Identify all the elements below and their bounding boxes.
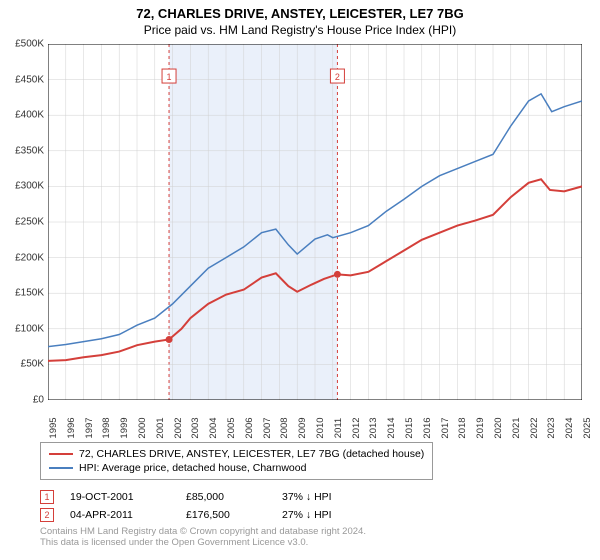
sale-price-1: £85,000 xyxy=(186,491,266,503)
x-tick-label: 2023 xyxy=(546,417,557,438)
x-tick-label: 2016 xyxy=(422,417,433,438)
x-tick-label: 2003 xyxy=(190,417,201,438)
x-tick-label: 2009 xyxy=(297,417,308,438)
sale-date-2: 04-APR-2011 xyxy=(70,509,170,521)
footnote: Contains HM Land Registry data © Crown c… xyxy=(40,526,366,549)
sale-rows: 1 19-OCT-2001 £85,000 37% ↓ HPI 2 04-APR… xyxy=(40,488,372,524)
legend-swatch-subject xyxy=(49,453,73,455)
legend-label-hpi: HPI: Average price, detached house, Char… xyxy=(79,462,306,474)
x-tick-label: 2010 xyxy=(315,417,326,438)
x-tick-label: 2022 xyxy=(529,417,540,438)
x-tick-label: 1996 xyxy=(66,417,77,438)
x-tick-label: 2020 xyxy=(493,417,504,438)
legend-swatch-hpi xyxy=(49,467,73,469)
y-tick-label: £300K xyxy=(15,181,44,192)
x-tick-label: 1999 xyxy=(119,417,130,438)
x-tick-label: 2000 xyxy=(137,417,148,438)
y-tick-label: £0 xyxy=(33,395,44,406)
y-tick-label: £200K xyxy=(15,252,44,263)
y-tick-label: £250K xyxy=(15,217,44,228)
sale-hpi-1: 37% ↓ HPI xyxy=(282,491,372,503)
x-tick-label: 2007 xyxy=(262,417,273,438)
footnote-line-1: Contains HM Land Registry data © Crown c… xyxy=(40,526,366,537)
x-tick-label: 2001 xyxy=(155,417,166,438)
x-tick-label: 2004 xyxy=(208,417,219,438)
legend-row-hpi: HPI: Average price, detached house, Char… xyxy=(49,461,424,475)
sale-row-1: 1 19-OCT-2001 £85,000 37% ↓ HPI xyxy=(40,488,372,506)
y-tick-label: £150K xyxy=(15,288,44,299)
y-tick-label: £350K xyxy=(15,145,44,156)
plot-svg: 12 xyxy=(48,44,582,400)
sale-marker-2: 2 xyxy=(40,508,54,522)
sale-price-2: £176,500 xyxy=(186,509,266,521)
x-tick-label: 2021 xyxy=(511,417,522,438)
svg-text:1: 1 xyxy=(167,72,172,82)
y-tick-label: £400K xyxy=(15,110,44,121)
x-axis: 1995 1996 1997 1998 1999 2000 2001 2002 2003 2004… xyxy=(48,400,582,436)
x-tick-label: 2013 xyxy=(368,417,379,438)
sale-hpi-2: 27% ↓ HPI xyxy=(282,509,372,521)
chart-title: 72, CHARLES DRIVE, ANSTEY, LEICESTER, LE… xyxy=(0,6,600,23)
x-tick-label: 2015 xyxy=(404,417,415,438)
x-tick-label: 1998 xyxy=(101,417,112,438)
x-tick-label: 2019 xyxy=(475,417,486,438)
x-tick-label: 2002 xyxy=(173,417,184,438)
svg-text:2: 2 xyxy=(335,72,340,82)
title-block: 72, CHARLES DRIVE, ANSTEY, LEICESTER, LE… xyxy=(0,0,600,38)
legend-row-subject: 72, CHARLES DRIVE, ANSTEY, LEICESTER, LE… xyxy=(49,447,424,461)
footnote-line-2: This data is licensed under the Open Gov… xyxy=(40,537,366,548)
y-tick-label: £50K xyxy=(21,359,44,370)
sale-row-2: 2 04-APR-2011 £176,500 27% ↓ HPI xyxy=(40,506,372,524)
x-tick-label: 2005 xyxy=(226,417,237,438)
sale-marker-1: 1 xyxy=(40,490,54,504)
y-axis: £0£50K£100K£150K£200K£250K£300K£350K£400… xyxy=(0,44,48,400)
y-tick-label: £500K xyxy=(15,39,44,50)
chart-container: 72, CHARLES DRIVE, ANSTEY, LEICESTER, LE… xyxy=(0,0,600,560)
sale-date-1: 19-OCT-2001 xyxy=(70,491,170,503)
y-tick-label: £100K xyxy=(15,323,44,334)
legend-label-subject: 72, CHARLES DRIVE, ANSTEY, LEICESTER, LE… xyxy=(79,448,424,460)
legend: 72, CHARLES DRIVE, ANSTEY, LEICESTER, LE… xyxy=(40,442,433,480)
x-tick-label: 2012 xyxy=(351,417,362,438)
x-tick-label: 2006 xyxy=(244,417,255,438)
plot-area: 12 xyxy=(48,44,582,400)
x-tick-label: 2025 xyxy=(582,417,593,438)
x-tick-label: 2017 xyxy=(440,417,451,438)
x-tick-label: 2008 xyxy=(279,417,290,438)
x-tick-label: 2024 xyxy=(564,417,575,438)
x-tick-label: 1995 xyxy=(48,417,59,438)
x-tick-label: 1997 xyxy=(84,417,95,438)
x-tick-label: 2018 xyxy=(457,417,468,438)
chart-subtitle: Price paid vs. HM Land Registry's House … xyxy=(0,23,600,39)
y-tick-label: £450K xyxy=(15,74,44,85)
x-tick-label: 2014 xyxy=(386,417,397,438)
x-tick-label: 2011 xyxy=(333,418,344,438)
